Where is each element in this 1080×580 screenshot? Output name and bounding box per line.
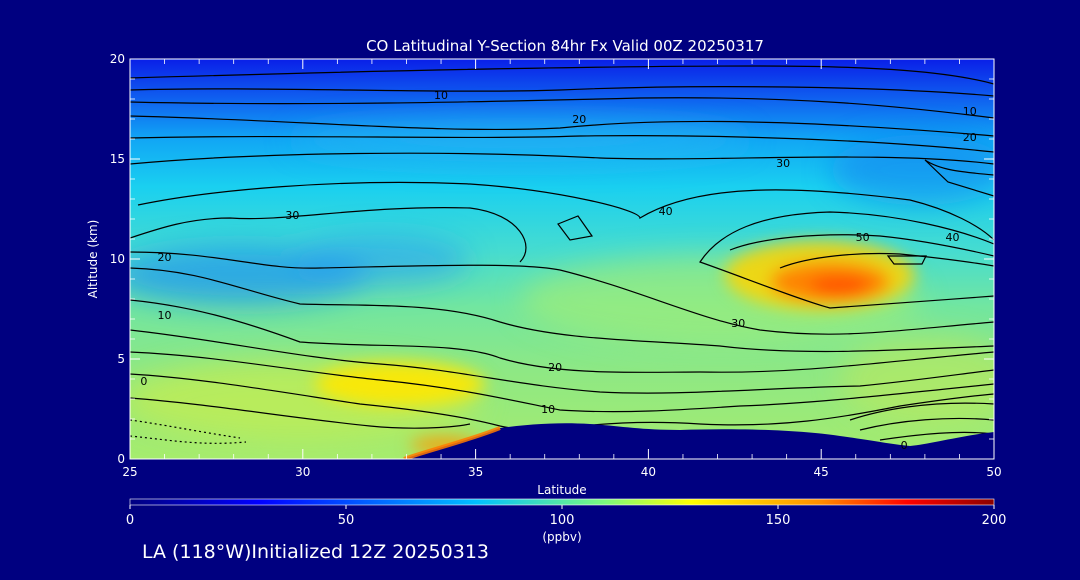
contour-line: [130, 351, 994, 413]
contour-line: [886, 255, 927, 265]
chart-title: CO Latitudinal Y-Section 84hr Fx Valid 0…: [366, 37, 764, 55]
contour-line: [130, 419, 247, 444]
colorbar-tick-label: 100: [550, 513, 575, 528]
x-tick-label: 25: [122, 465, 137, 479]
x-axis-label: Latitude: [537, 483, 586, 497]
x-tick-label: 30: [295, 465, 310, 479]
contour-line: [130, 86, 994, 97]
contour-line: [137, 181, 994, 241]
y-tick-label: 10: [110, 252, 125, 266]
contour-lines: [130, 65, 994, 444]
y-tick-label: 15: [110, 152, 125, 166]
contour-label: 10: [541, 403, 555, 416]
contour-line: [130, 207, 527, 263]
contour-line: [130, 267, 994, 353]
x-tick-label: 45: [814, 465, 829, 479]
contour-line: [879, 431, 994, 441]
contour-line: [130, 135, 994, 153]
colorbar-tick-label: 50: [338, 513, 355, 528]
contour-line: [699, 211, 994, 309]
field-patch-mid-left: [290, 235, 470, 285]
contour-line: [130, 251, 994, 335]
y-tick-label: 0: [117, 452, 125, 466]
contour-label: 30: [776, 157, 790, 170]
contour-line: [130, 152, 994, 165]
contour-label: 10: [434, 89, 448, 102]
plot-area: 10 20 10 20 30 30 40 50 40 20 10 30 0 20 10 0: [130, 59, 994, 459]
contour-label: 20: [572, 113, 586, 126]
contour-label: 20: [158, 251, 172, 264]
terrain: [130, 423, 994, 459]
contour-label: 40: [659, 205, 673, 218]
contour-label: 20: [963, 131, 977, 144]
contour-label: 20: [548, 361, 562, 374]
contour-line: [130, 65, 994, 85]
contour-labels: 10 20 10 20 30 30 40 50 40 20 10 30 0 20 10 0: [140, 89, 976, 452]
colorbar: [129, 498, 995, 506]
terrain-edge: [403, 426, 501, 459]
contour-line: [729, 234, 994, 257]
contour-label: 50: [856, 231, 870, 244]
contour-label: 0: [901, 439, 908, 452]
contour-label: 10: [963, 105, 977, 118]
field-patch-right-high: [830, 135, 994, 205]
y-axis-label: Altitude (km): [86, 220, 100, 299]
contour-line: [130, 329, 994, 394]
colorbar-tick-label: 0: [126, 513, 134, 528]
x-tick-label: 40: [641, 465, 656, 479]
x-tick-label: 50: [986, 465, 1001, 479]
contour-line: [130, 97, 994, 119]
contour-label: 30: [731, 317, 745, 330]
contour-line: [859, 417, 994, 431]
footer-label: LA (118°W)Initialized 12Z 20250313: [142, 541, 489, 563]
hotspot-mid-upper-core: [810, 276, 870, 296]
contour-label: 0: [140, 375, 147, 388]
contour-line: [849, 402, 994, 421]
contour-line: [779, 252, 994, 269]
contour-label: 30: [285, 209, 299, 222]
contour-line: [557, 215, 594, 241]
contour-line: [130, 115, 994, 137]
axes: 25 30 35 40 45 50 0 5 10 15 20: [110, 52, 1002, 479]
y-tick-label: 20: [110, 52, 125, 66]
colorbar-units: (ppbv): [542, 530, 581, 544]
x-tick-label: 35: [468, 465, 483, 479]
co-field-patches: [130, 118, 994, 440]
y-tick-label: 5: [117, 352, 125, 366]
hotspot-low-yellow: [315, 362, 485, 406]
contour-line: [130, 299, 994, 373]
colorbar-tick-label: 150: [766, 513, 791, 528]
colorbar-tick-label: 200: [982, 513, 1007, 528]
contour-label: 40: [946, 231, 960, 244]
contour-label: 10: [158, 309, 172, 322]
colorbar-ticks: 0 50 100 150 200: [126, 505, 1007, 528]
contour-line: [924, 159, 994, 197]
contour-line: [130, 397, 471, 429]
field-patch-upper: [290, 118, 750, 162]
